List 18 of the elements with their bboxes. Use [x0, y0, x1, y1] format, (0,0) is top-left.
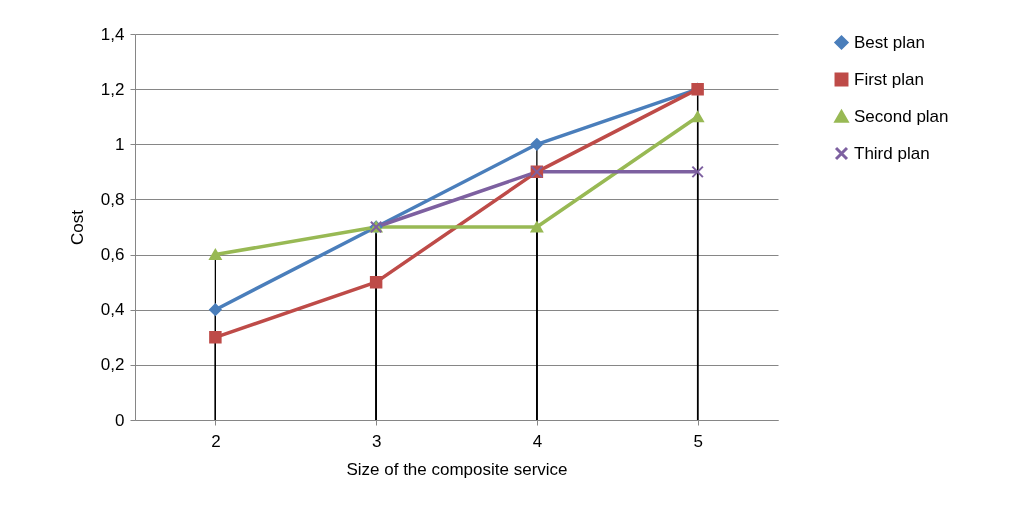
y-axis-title: Cost — [67, 209, 87, 245]
x-tick-label: 2 — [211, 431, 221, 451]
legend-label: Second plan — [854, 106, 949, 126]
y-tick-label: 0,8 — [100, 189, 125, 209]
y-tick-label: 0 — [115, 410, 125, 430]
y-tick-label: 1,4 — [100, 24, 125, 44]
y-tick-label: 0,2 — [100, 355, 125, 375]
y-tick-label: 0,4 — [100, 300, 125, 320]
legend-label: Third plan — [854, 143, 930, 163]
y-tick-label: 1,2 — [100, 79, 125, 99]
y-tick-label: 0,6 — [100, 245, 125, 265]
x-tick-label: 5 — [693, 431, 703, 451]
x-tick-label: 3 — [371, 431, 382, 451]
y-tick-label: 1 — [115, 134, 125, 154]
legend-label: Best plan — [854, 32, 925, 52]
x-tick-label: 4 — [532, 431, 543, 451]
legend-label: First plan — [854, 69, 924, 89]
x-axis-title: Size of the composite service — [346, 459, 568, 479]
